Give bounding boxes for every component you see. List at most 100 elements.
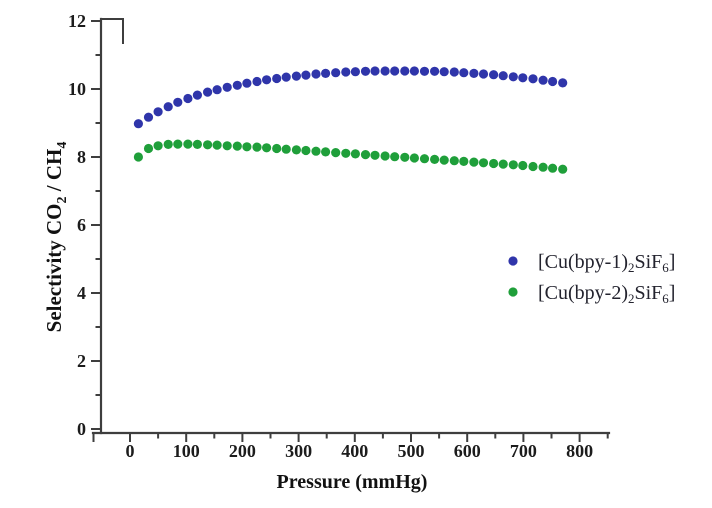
data-point [478,158,489,168]
data-point [222,82,232,92]
data-point [192,90,202,100]
data-point [370,66,380,76]
data-point [163,139,173,149]
data-point [508,72,518,82]
data-point [360,150,371,160]
legend-marker [508,287,518,297]
data-point [380,151,390,161]
data-point [459,68,469,78]
data-point [538,162,548,172]
data-point [173,97,183,107]
data-point [331,68,341,78]
legend-marker [508,256,518,266]
data-point [478,69,489,79]
data-point [400,152,410,162]
data-point [449,67,459,77]
data-point [173,139,183,149]
x-tick-label: 0 [126,441,135,461]
x-tick-label: 500 [398,441,425,461]
data-point [281,144,291,154]
data-point [143,112,154,122]
data-point [380,66,390,76]
data-point [203,87,213,97]
x-tick-label: 600 [454,441,481,461]
data-point [183,139,193,149]
x-tick-label: 300 [285,441,312,461]
data-point [439,67,449,77]
data-point [212,85,222,95]
data-point [370,150,380,160]
data-point [469,157,479,167]
data-point [350,149,360,159]
data-point [311,146,321,156]
data-point [301,70,311,80]
data-point [409,66,419,76]
data-point [133,152,143,162]
y-tick-label: 0 [77,419,86,439]
data-point [262,75,272,85]
data-point [272,143,282,154]
x-tick-label: 200 [229,441,256,461]
data-point [400,66,410,76]
series-1 [133,66,568,129]
y-tick-label: 10 [68,79,86,99]
x-tick-label: 400 [341,441,368,461]
y-tick-label: 6 [77,215,86,235]
data-point [331,148,341,158]
data-point [430,154,440,164]
data-point [360,66,371,76]
data-point [498,71,508,81]
data-point [222,141,232,151]
data-point [518,160,528,171]
data-point [232,141,242,151]
data-point [291,145,301,155]
data-point [439,155,449,165]
data-point [242,78,252,88]
data-point [341,67,351,77]
data-point [153,141,163,151]
data-point [272,73,282,84]
y-tick-label: 12 [68,11,86,31]
data-point [350,67,360,77]
x-axis-title: Pressure (mmHg) [277,471,428,493]
data-point [252,76,262,87]
y-axis-end-hook [100,18,124,44]
data-point [489,70,499,80]
x-tick-label: 800 [566,441,593,461]
x-tick-label: 700 [510,441,537,461]
data-point [232,80,242,90]
data-point [419,66,430,76]
data-point [469,68,479,78]
series-2 [133,139,568,174]
data-point [281,72,291,82]
data-point [508,160,518,170]
data-point [430,66,440,76]
data-point [192,139,202,149]
y-tick-label: 8 [77,147,86,167]
data-point [489,158,499,169]
data-point [409,153,419,163]
y-tick-label: 2 [77,351,86,371]
data-point [311,69,321,79]
data-point [262,143,272,153]
data-point [528,161,538,172]
data-point [252,142,262,152]
data-point [390,152,400,162]
data-point [203,140,213,150]
data-point [528,74,538,84]
data-point [163,102,173,112]
data-point [558,78,568,88]
data-point [548,76,558,87]
data-point [133,119,143,129]
data-point [153,107,163,117]
data-point [291,71,301,81]
data-point [301,145,311,156]
x-tick-label: 100 [173,441,200,461]
data-point [390,66,400,76]
data-point [548,163,558,173]
data-point [321,147,331,157]
data-point [518,73,528,83]
